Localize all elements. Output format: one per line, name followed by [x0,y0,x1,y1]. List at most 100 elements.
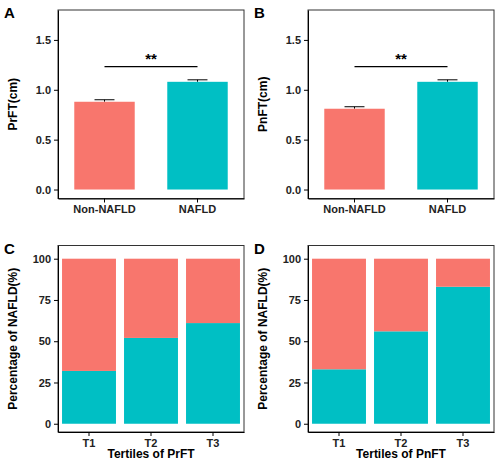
y-tick-label: 1.5 [36,34,51,46]
plot-frame [58,246,244,433]
y-tick-label: 1.5 [286,34,301,46]
y-tick-label: 0.5 [286,134,301,146]
x-tick-mark [447,199,448,203]
bar-segment [312,369,366,423]
x-axis-line [309,199,495,200]
x-axis-title: Tertiles of PrFT [107,447,195,461]
bar [417,82,477,190]
y-tick-mark [304,424,308,425]
x-tick: T3 [207,432,220,449]
y-axis-line [308,11,309,200]
panel-label: D [254,240,265,257]
marks [312,259,490,424]
bar-segment [62,371,116,424]
y-tick-label: 50 [289,335,301,347]
panel-label: A [4,4,15,21]
x-tick-label: NAFLD [429,203,466,215]
y-axis-title: Percentage of NAFLD(%) [256,268,270,410]
plot-frame [308,10,494,199]
y-tick-label: 1.0 [36,84,51,96]
plot-frame [58,10,244,199]
x-tick-mark [354,199,355,203]
error-bar-cap [345,106,365,107]
y-tick: 0.0 [286,184,308,196]
y-tick-mark [54,300,58,301]
y-axis: 0.0 0.5 1.0 1.5 [286,11,309,200]
y-tick-mark [304,382,308,383]
x-tick-label: Non-NAFLD [323,203,385,215]
bar-segment [124,338,178,424]
x-axis: Non-NAFLD NAFLD [59,199,245,216]
y-tick-mark [304,341,308,342]
y-tick-mark [304,300,308,301]
y-axis: 0 25 50 75 100 [33,246,59,433]
y-tick-label: 25 [289,377,301,389]
y-tick: 25 [289,377,308,389]
y-tick-label: 100 [33,253,51,265]
y-tick-mark [304,259,308,260]
x-axis-line [59,199,245,200]
y-tick-label: 100 [283,253,301,265]
bar-segment [186,323,240,424]
error-bar-cap [188,79,208,80]
bar-segment [436,287,490,424]
x-tick-label: T3 [457,437,470,449]
plot-frame [308,246,494,433]
y-tick: 50 [39,335,58,347]
marks [62,259,240,424]
y-tick: 25 [39,377,58,389]
x-tick-mark [213,432,214,436]
bar-segment [124,259,178,338]
y-tick: 1.0 [36,84,58,96]
y-tick: 0.5 [286,134,308,146]
bar [74,102,134,190]
y-axis-title: PrFT(cm) [6,78,20,131]
y-tick-mark [304,190,308,191]
y-tick-label: 50 [39,335,51,347]
x-tick: Non-NAFLD [73,199,135,216]
y-axis-line [58,246,59,433]
error-bar-cap [438,79,458,80]
y-tick-label: 0.5 [36,134,51,146]
x-tick-mark [463,432,464,436]
y-tick-mark [304,40,308,41]
y-tick-mark [54,341,58,342]
y-tick-label: 0 [295,418,301,430]
y-tick-label: 1.0 [286,84,301,96]
y-tick-label: 75 [289,294,301,306]
marks [74,80,227,190]
y-tick: 0.5 [36,134,58,146]
x-tick: T1 [83,432,96,449]
y-tick-label: 25 [39,377,51,389]
y-tick: 100 [33,253,58,265]
y-tick-label: 0.0 [286,184,301,196]
significance-label: ** [145,50,157,67]
y-axis: 0.00.51.01.5 [36,11,59,200]
marks [324,80,477,190]
y-axis-line [58,11,59,200]
y-tick-label: 75 [39,294,51,306]
panel: 0255075100T1T2T3DPercentage of NAFLD(%)T… [254,240,495,461]
y-tick: 1.0 [286,84,308,96]
y-tick-label: 0 [45,418,51,430]
y-tick-mark [54,382,58,383]
x-tick: Non-NAFLD [323,199,385,216]
bar-segment [374,331,428,423]
y-tick-mark [304,90,308,91]
y-tick: 50 [289,335,308,347]
error-bar-cap [95,99,115,100]
bar-segment [374,259,428,332]
x-tick-label: NAFLD [179,203,216,215]
y-tick-mark [54,90,58,91]
y-axis-line [308,246,309,433]
x-axis-title: Tertiles of PnFT [356,447,446,461]
significance-label: ** [395,50,407,67]
x-tick-mark [89,432,90,436]
y-tick-mark [304,140,308,141]
y-axis: 0 25 50 75 100 [283,246,309,433]
x-tick-mark [151,432,152,436]
x-tick: NAFLD [429,199,466,216]
x-tick-mark [197,199,198,203]
y-tick: 0 [295,418,308,430]
x-tick: T3 [457,432,470,449]
